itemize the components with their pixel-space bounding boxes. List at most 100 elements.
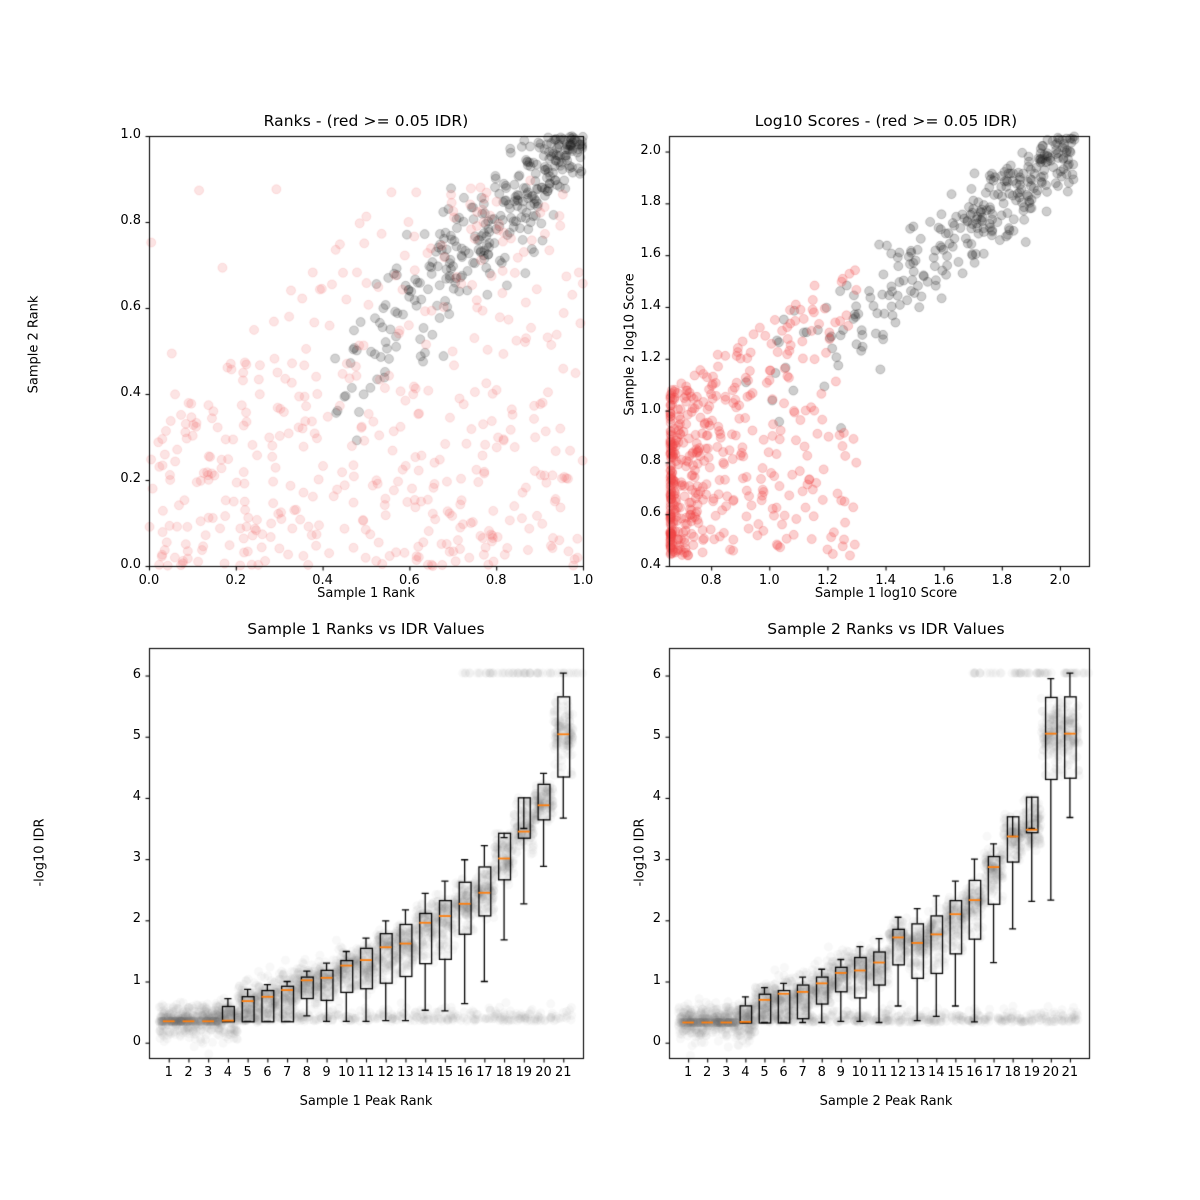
ranks-scatter-title: Ranks - (red >= 0.05 IDR) [263,112,469,130]
y-tick-label: 0 [652,1033,661,1049]
x-tick-label: 10 [337,1065,355,1080]
x-tick-label: 1.4 [875,573,896,588]
x-tick-label: 16 [966,1065,983,1080]
x-tick-label: 19 [1023,1065,1040,1080]
y-tick-label: 2 [132,911,141,927]
ranks-scatter-xlabel: Sample 1 Rank [317,586,415,601]
sample2-boxplot-xlabel: Sample 2 Peak Rank [819,1094,953,1109]
x-tick-label: 1.6 [933,573,954,588]
x-tick-label: 20 [1042,1065,1060,1080]
y-tick-label: 2.0 [640,142,661,158]
x-tick-label: 1.0 [758,573,780,588]
sample1-boxplot-xlabel: Sample 1 Peak Rank [299,1094,433,1109]
x-tick-label: 6 [779,1065,788,1080]
y-tick-label: 3 [132,850,141,866]
y-tick-label: 1.4 [640,297,661,313]
x-tick-label: 0.0 [138,573,160,588]
x-tick-label: 20 [535,1065,552,1080]
y-tick-label: 0.6 [120,299,141,314]
x-tick-label: 3 [722,1065,731,1080]
x-tick-label: 6 [263,1065,272,1080]
x-tick-label: 1 [164,1065,173,1080]
x-tick-label: 21 [1061,1065,1079,1080]
x-tick-label: 9 [322,1065,331,1080]
x-tick-label: 21 [554,1065,572,1080]
y-tick-label: 0.8 [640,453,661,469]
panel-ranks-scatter: Ranks - (red >= 0.05 IDR) Sample 1 Rank … [0,0,600,601]
y-tick-label: 4 [652,788,661,804]
x-tick-label: 18 [1004,1065,1021,1080]
y-tick-label: 5 [132,727,141,743]
x-tick-label: 13 [397,1065,414,1080]
x-tick-label: 15 [436,1065,454,1080]
x-tick-label: 17 [985,1065,1002,1080]
x-tick-label: 0.6 [399,573,420,588]
y-tick-label: 6 [132,666,141,682]
sample1-boxplot-title: Sample 1 Ranks vs IDR Values [247,620,485,638]
x-tick-label: 7 [282,1065,292,1080]
sample2-boxplot-canvas [600,600,1200,1200]
x-tick-label: 17 [476,1065,493,1080]
panel-log10-scores-scatter: Log10 Scores - (red >= 0.05 IDR) Sample … [600,0,1200,601]
x-tick-label: 12 [889,1065,907,1080]
x-tick-label: 15 [947,1065,964,1080]
y-tick-label: 1.2 [640,349,661,365]
ranks-scatter-canvas [0,0,600,600]
log10-scores-scatter-canvas [600,0,1200,600]
y-tick-label: 0.4 [120,385,141,400]
x-tick-label: 0.2 [225,573,247,588]
x-tick-label: 3 [204,1065,213,1080]
x-tick-label: 11 [870,1065,888,1080]
x-tick-label: 1.8 [991,573,1013,588]
x-tick-label: 2.0 [1049,573,1071,588]
panel-sample2-ranks-vs-idr: Sample 2 Ranks vs IDR Values Sample 2 Pe… [600,600,1200,1200]
x-tick-label: 2 [184,1065,193,1080]
y-tick-label: 0.4 [640,557,661,572]
y-tick-label: 3 [652,850,661,866]
y-tick-label: 1 [132,972,141,988]
x-tick-label: 1.2 [817,573,838,588]
x-tick-label: 13 [908,1065,926,1080]
x-tick-label: 12 [377,1065,394,1080]
sample1-boxplot-canvas [0,600,600,1200]
y-tick-label: 0.8 [120,213,141,228]
log10-scores-scatter-title: Log10 Scores - (red >= 0.05 IDR) [754,112,1018,130]
y-tick-label: 0.6 [640,505,661,521]
y-tick-label: 4 [132,788,141,804]
y-tick-label: 1.0 [120,127,141,142]
x-tick-label: 19 [515,1065,533,1080]
x-tick-label: 8 [302,1065,311,1080]
x-tick-label: 4 [223,1065,233,1080]
x-tick-label: 5 [760,1065,769,1080]
log10-scores-scatter-xlabel: Sample 1 log10 Score [814,586,958,601]
y-tick-label: 5 [652,727,661,743]
x-tick-label: 5 [243,1065,252,1080]
y-tick-label: 1.6 [640,246,661,262]
y-tick-label: 1 [652,972,661,988]
x-tick-label: 10 [851,1065,869,1080]
x-tick-label: 0.8 [700,573,722,588]
x-tick-label: 16 [456,1065,473,1080]
x-tick-label: 18 [495,1065,513,1080]
sample2-boxplot-title: Sample 2 Ranks vs IDR Values [767,620,1005,638]
y-tick-label: 1.0 [640,401,661,417]
x-tick-label: 1 [683,1065,693,1080]
x-tick-label: 0.8 [485,573,507,588]
y-tick-label: 1.8 [640,194,661,210]
x-tick-label: 7 [798,1065,807,1080]
y-tick-label: 6 [652,666,661,682]
x-tick-label: 14 [416,1065,434,1080]
y-tick-label: 0 [132,1033,141,1049]
x-tick-label: 11 [357,1065,375,1080]
y-tick-label: 2 [652,911,661,927]
x-tick-label: 14 [927,1065,945,1080]
y-tick-label: 0.2 [120,471,141,486]
panel-sample1-ranks-vs-idr: Sample 1 Ranks vs IDR Values Sample 1 Pe… [0,600,600,1200]
x-tick-label: 8 [817,1065,826,1080]
x-tick-label: 0.4 [312,573,333,588]
x-tick-label: 9 [836,1065,845,1080]
x-tick-label: 1.0 [572,573,594,588]
y-tick-label: 0.0 [120,557,141,572]
